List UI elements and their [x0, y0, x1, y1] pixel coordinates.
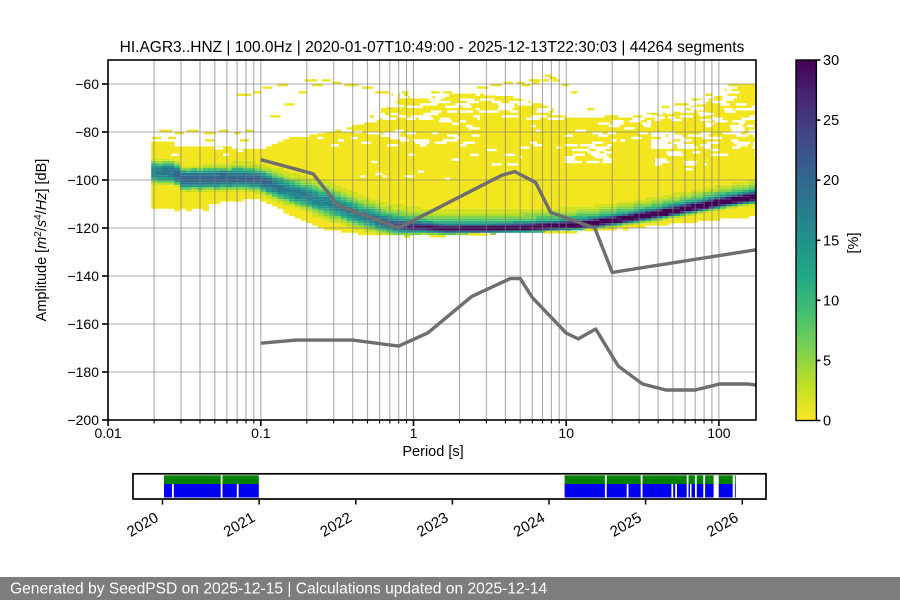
svg-text:0.01: 0.01	[94, 425, 121, 441]
svg-text:Amplitude [m2/s4/Hz] [dB]: Amplitude [m2/s4/Hz] [dB]	[33, 159, 51, 322]
svg-text:−100: −100	[67, 172, 99, 188]
svg-text:Generated by SeedPSD on 2025-1: Generated by SeedPSD on 2025-12-15 | Cal…	[10, 581, 548, 598]
svg-text:−140: −140	[67, 268, 99, 284]
svg-text:−80: −80	[75, 124, 99, 140]
svg-text:0.1: 0.1	[251, 425, 271, 441]
svg-text:−60: −60	[75, 76, 99, 92]
svg-text:−120: −120	[67, 220, 99, 236]
svg-text:5: 5	[823, 353, 831, 369]
svg-text:10: 10	[823, 293, 839, 309]
svg-text:1: 1	[410, 425, 418, 441]
svg-text:HI.AGR3..HNZ | 100.0Hz | 2020-: HI.AGR3..HNZ | 100.0Hz | 2020-01-07T10:4…	[120, 39, 745, 56]
svg-text:−180: −180	[67, 364, 99, 380]
svg-text:30: 30	[823, 53, 839, 69]
svg-text:100: 100	[707, 425, 731, 441]
svg-text:[%]: [%]	[846, 233, 862, 254]
svg-text:Period [s]: Period [s]	[402, 444, 463, 460]
svg-text:15: 15	[823, 233, 839, 249]
svg-text:0: 0	[823, 414, 831, 430]
svg-text:20: 20	[823, 173, 839, 189]
svg-text:10: 10	[558, 425, 574, 441]
svg-text:−160: −160	[67, 316, 99, 332]
svg-text:25: 25	[823, 113, 839, 129]
